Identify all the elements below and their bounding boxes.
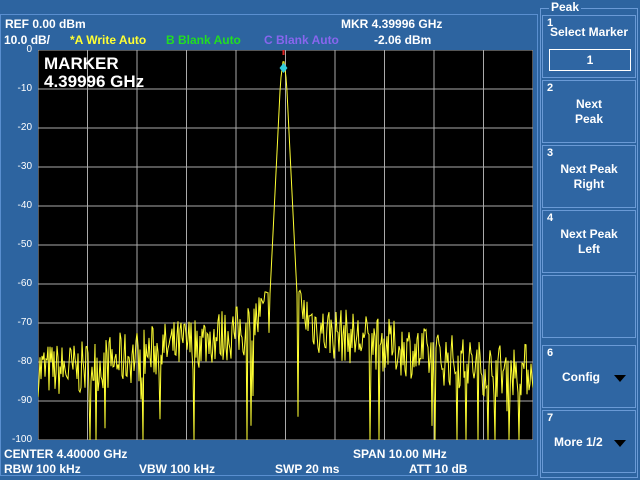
- marker-frequency: 4.39996 GHz: [44, 72, 145, 91]
- rbw: RBW 100 kHz: [4, 462, 81, 476]
- softkey-label: Select Marker: [549, 25, 629, 39]
- softkey-label: Next Peak: [560, 227, 618, 241]
- y-tick-label: 0: [26, 44, 32, 55]
- softkey-select-marker[interactable]: 1 Select Marker 1: [542, 15, 636, 78]
- softkey-number: 3: [547, 147, 554, 159]
- y-tick-label: -80: [17, 356, 32, 367]
- y-tick-label: -20: [17, 122, 32, 133]
- y-tick-label: -60: [17, 278, 32, 289]
- softkey-number: 4: [547, 212, 554, 224]
- display-area: [0, 14, 538, 476]
- marker-select-field[interactable]: 1: [549, 49, 631, 71]
- vbw: VBW 100 kHz: [139, 462, 216, 476]
- trace-a-status[interactable]: *A Write Auto: [70, 33, 147, 47]
- y-tick-label: -10: [17, 83, 32, 94]
- dropdown-triangle-icon: [614, 375, 626, 382]
- softkey-number: 1: [547, 17, 554, 29]
- softkey-next-peak[interactable]: 2 Next Peak: [542, 80, 636, 143]
- softkey-next-peak-left[interactable]: 4 Next Peak Left: [542, 210, 636, 273]
- center-frequency: CENTER 4.40000 GHz: [4, 447, 128, 461]
- softkey-label: Peak: [574, 112, 604, 126]
- softkey-label: Next: [575, 97, 602, 111]
- y-tick-label: -100: [11, 434, 32, 445]
- menu-title: Peak: [549, 0, 582, 14]
- y-tick-label: -30: [17, 161, 32, 172]
- softkey-number: 7: [547, 412, 554, 424]
- marker-diamond-icon: [279, 63, 288, 74]
- marker-level-readout: -2.06 dBm: [374, 33, 432, 47]
- marker-title: MARKER: [44, 54, 119, 73]
- softkey-config[interactable]: 6 Config: [542, 345, 636, 408]
- spectrum-plot[interactable]: [38, 50, 533, 440]
- marker-frequency-readout: MKR 4.39996 GHz: [341, 17, 443, 31]
- softkey-more[interactable]: 7 More 1/2: [542, 410, 636, 473]
- dropdown-triangle-icon: [614, 440, 626, 447]
- softkey-number: 2: [547, 82, 554, 94]
- softkey-number: 6: [547, 347, 554, 359]
- softkey-label: Left: [578, 242, 600, 256]
- trace-c-status[interactable]: C Blank Auto: [264, 33, 339, 47]
- attenuation: ATT 10 dB: [409, 462, 468, 476]
- span: SPAN 10.00 MHz: [353, 447, 447, 461]
- ref-level: REF 0.00 dBm: [5, 17, 86, 31]
- softkey-label: Right: [573, 177, 605, 191]
- trace-b-status[interactable]: B Blank Auto: [166, 33, 241, 47]
- y-tick-label: -90: [17, 395, 32, 406]
- softkey-panel: [540, 8, 638, 478]
- softkey-blank: [542, 275, 636, 338]
- softkey-label: Config: [562, 370, 600, 384]
- y-tick-label: -50: [17, 239, 32, 250]
- softkey-label: Next Peak: [560, 162, 618, 176]
- sweep-time: SWP 20 ms: [275, 462, 340, 476]
- trace-a: [38, 61, 533, 440]
- softkey-label: More 1/2: [554, 435, 603, 449]
- y-tick-label: -70: [17, 317, 32, 328]
- softkey-next-peak-right[interactable]: 3 Next Peak Right: [542, 145, 636, 208]
- scale: 10.0 dB/: [4, 33, 51, 47]
- y-tick-label: -40: [17, 200, 32, 211]
